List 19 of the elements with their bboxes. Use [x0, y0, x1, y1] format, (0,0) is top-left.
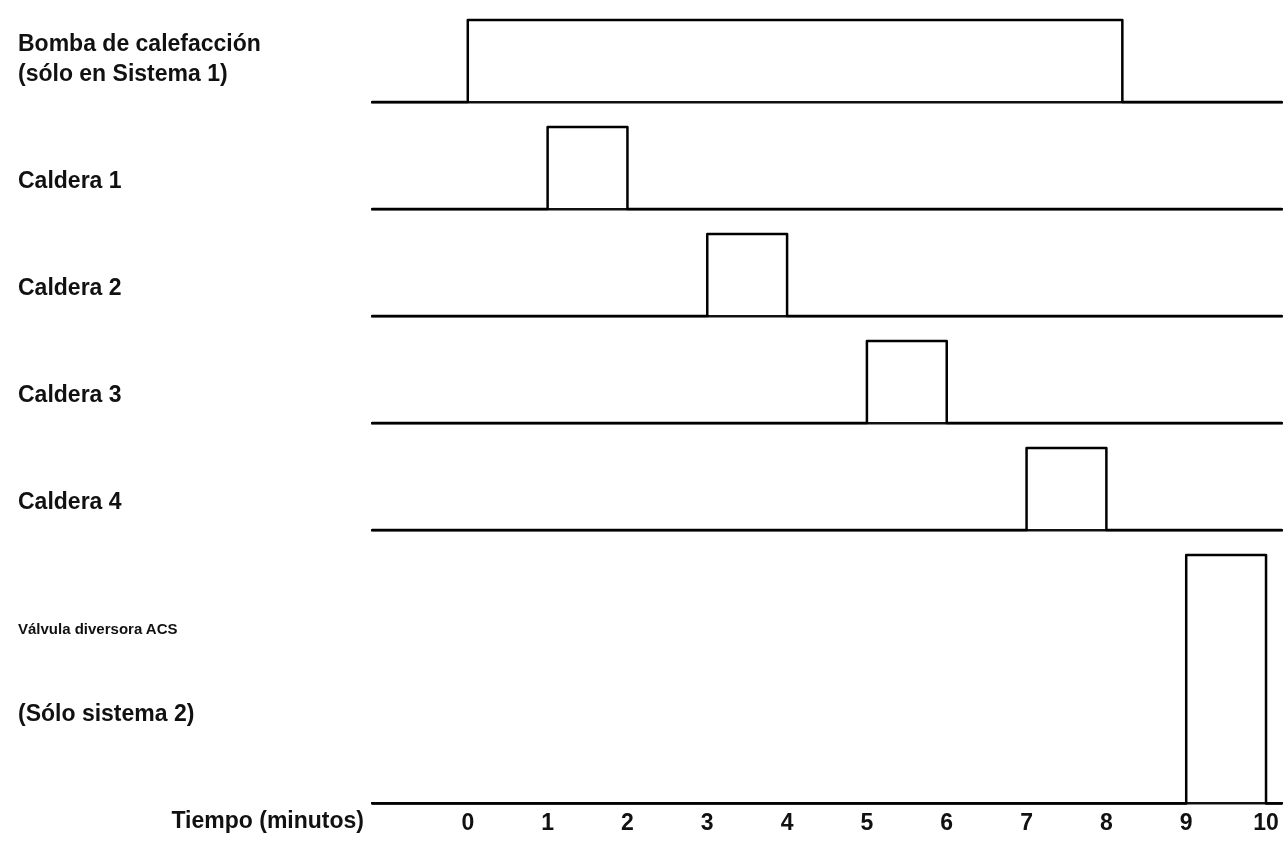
x-tick-label: 8 — [1099, 808, 1113, 835]
x-tick-label: 7 — [1020, 808, 1033, 835]
y-axis-title: Caldera 2 — [18, 274, 122, 301]
x-tick-label: 6 — [940, 808, 954, 835]
x-axis-title: Tiempo (minutos) — [171, 806, 364, 833]
x-tick-label: 10 — [1253, 808, 1279, 835]
text: (Sólo sistema 2) — [18, 700, 195, 727]
x-tick-label: 4 — [780, 808, 794, 835]
y-axis-title: Caldera 4 — [18, 488, 122, 515]
x-tick-label: 5 — [860, 808, 874, 835]
y-axis-title: Caldera 3 — [18, 381, 122, 408]
x-tick-label: 9 — [1179, 808, 1193, 835]
y-axis-title: Bomba de calefacción (sólo en Sistema 1) — [18, 30, 261, 87]
x-tick-label: 1 — [541, 808, 555, 835]
y-axis-title: Válvula diversora ACS — [18, 620, 178, 638]
x-tick-label: 2 — [621, 808, 634, 835]
x-tick-label: 0 — [461, 808, 475, 835]
x-tick-label: 3 — [700, 808, 714, 835]
y-axis-title: Caldera 1 — [18, 167, 122, 194]
